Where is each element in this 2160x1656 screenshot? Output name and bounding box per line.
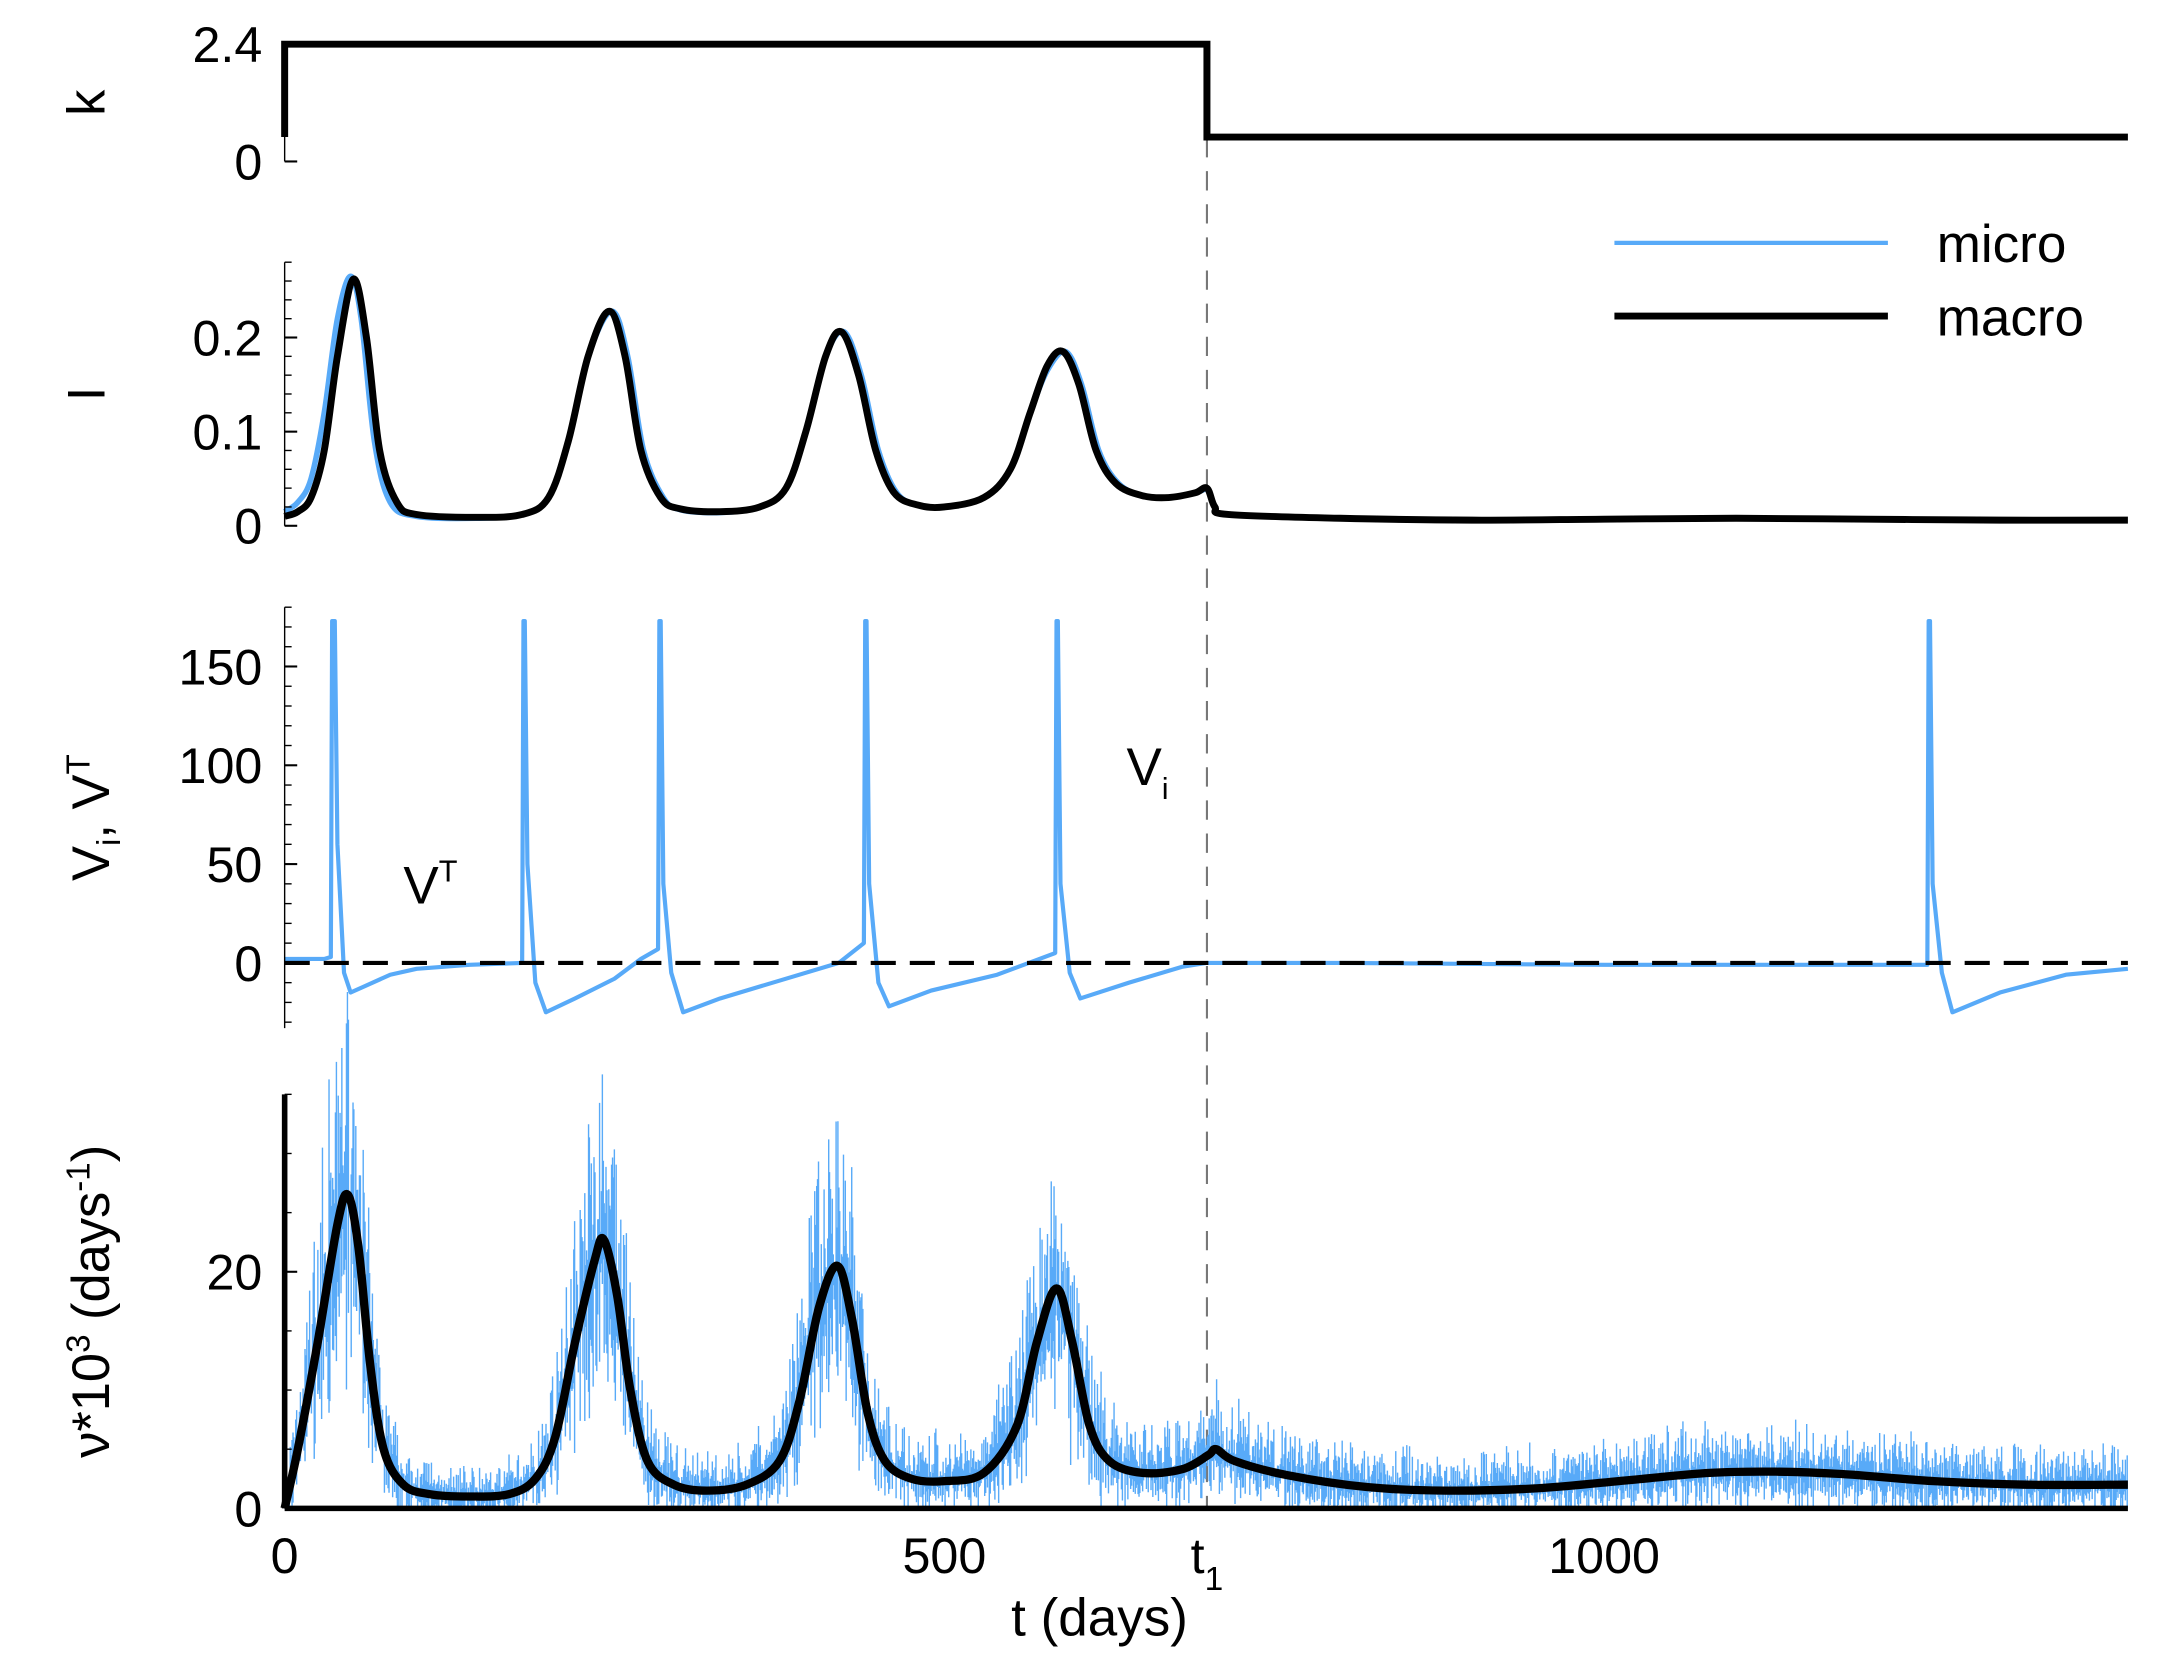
y-tick-label-nu: 20 [206,1245,262,1301]
y-tick-label-I: 0.2 [193,311,263,367]
x-tick-label: 500 [902,1528,986,1584]
y-axis-label-k: k [57,89,116,116]
panel-V: VT Vi [284,618,2129,1015]
y-axis-label-V: Vi, VT [60,754,128,881]
y-axis-label-I: I [57,387,116,402]
annotation-label: Vi [1126,738,1168,806]
y-tick-label-I: 0.1 [193,405,263,461]
y-tick-label-V: 150 [179,640,263,696]
y-tick-label-V: 50 [206,837,262,893]
series-I-macro [283,275,2128,524]
y-tick-label-V: 100 [179,738,263,794]
legend: micro macro [1614,215,2084,347]
series-nu-macro [280,1189,2128,1510]
y-tick-label-k: 2.4 [193,17,263,73]
x-tick-label: 0 [271,1528,299,1584]
x-axis-label: t (days) [1011,1589,1188,1648]
annotation-label: VT [403,855,457,916]
series-layer: VT Vi [280,40,2129,1510]
series-k-macro [281,40,2128,141]
axes-layer: 0 2.4 k 0 0.1 0.2 I 0 50 100 150 Vi, VT 0 20 ν*103 (da… [57,17,2128,1598]
y-tick-label-I: 0 [234,499,262,555]
series-I-micro [283,273,1209,522]
x-tick-label: t1 [1191,1528,1224,1597]
legend-macro-label: macro [1937,289,2084,348]
panel-k [281,40,2128,141]
legend-micro-label: micro [1937,215,2067,274]
x-tick-label: 1000 [1548,1528,1660,1584]
y-tick-label-k: 0 [234,135,262,191]
y-tick-label-V: 0 [234,936,262,992]
y-tick-label-nu: 0 [234,1482,262,1538]
panel-I [283,273,2128,524]
y-axis-label-nu: ν*103 (days-1) [60,1145,121,1458]
